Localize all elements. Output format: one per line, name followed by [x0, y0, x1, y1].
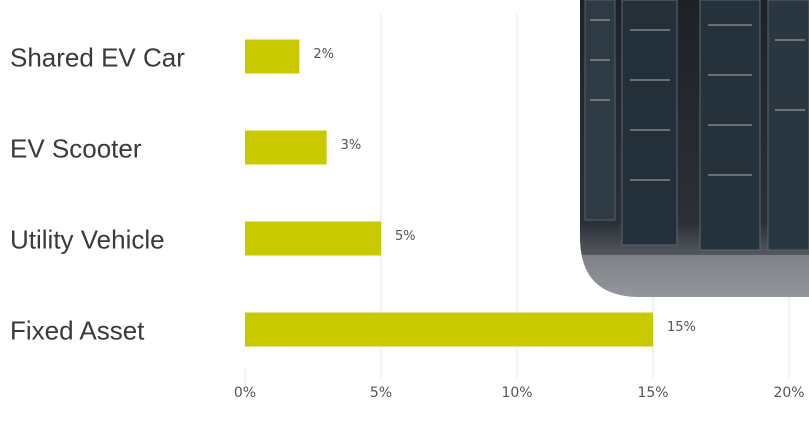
- category-label: Fixed Asset: [10, 315, 145, 345]
- x-tick-label: 10%: [501, 385, 532, 401]
- plot-area: 0% 5% 10% 15% 20% Shared EV Car 2% EV Scooter 3%…: [10, 14, 805, 401]
- x-tick-label: 20%: [773, 385, 804, 401]
- category-label: EV Scooter: [10, 133, 142, 163]
- value-label: 3%: [341, 138, 362, 153]
- bar: [245, 39, 300, 74]
- bar: [245, 130, 327, 165]
- server-photo: [580, 0, 809, 297]
- category-label: Shared EV Car: [10, 42, 185, 72]
- bar: [245, 312, 653, 347]
- category-label: Utility Vehicle: [10, 224, 165, 254]
- x-tick-label: 0%: [234, 385, 256, 401]
- value-label: 15%: [667, 320, 696, 335]
- value-label: 5%: [395, 229, 416, 244]
- x-tick-label: 5%: [370, 385, 392, 401]
- x-tick-label: 15%: [637, 385, 668, 401]
- value-label: 2%: [313, 47, 334, 62]
- bar: [245, 221, 381, 256]
